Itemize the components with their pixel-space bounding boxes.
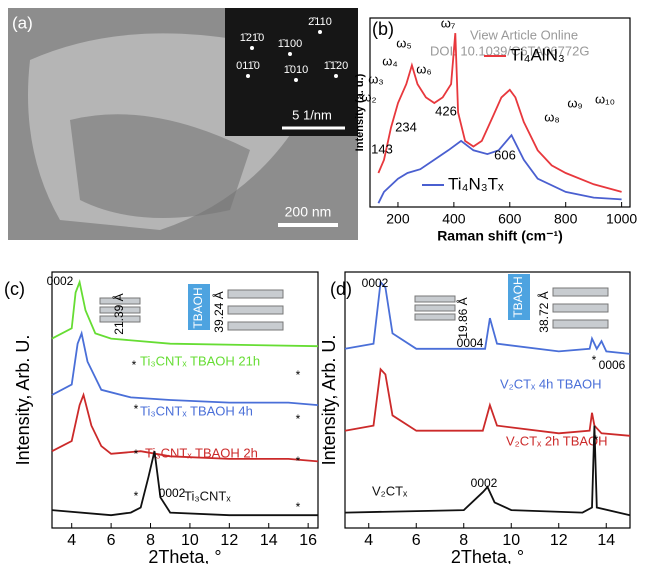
x-tick-label: 600 <box>498 211 522 227</box>
x-axis-label: 2Theta, ° <box>148 547 221 564</box>
annotation: 0006 <box>599 358 626 372</box>
x-tick-label: 800 <box>554 211 578 227</box>
panel-label: (b) <box>372 19 394 39</box>
annotation: TBAOH <box>511 276 525 317</box>
scale-label: 200 nm <box>285 204 332 220</box>
series-label: Ti₄AlN₃ <box>510 45 565 64</box>
annotation: * <box>592 353 597 367</box>
diffraction-spot <box>294 78 298 82</box>
annotation: ω₁₀ <box>595 91 615 106</box>
x-tick-label: 6 <box>412 532 421 549</box>
diffraction-spot <box>318 30 322 34</box>
x-tick-label: 12 <box>550 532 568 549</box>
x-tick-label: 14 <box>260 532 278 549</box>
annotation: TBAOH <box>191 287 205 328</box>
panel-label: (a) <box>12 13 33 32</box>
annotation: ω₄ <box>382 53 397 68</box>
spot-label: 1̄100 <box>278 38 302 50</box>
series-label: Ti₄N₃Tₓ <box>448 174 504 193</box>
spot-label: 1̄1̄20 <box>324 60 348 72</box>
spot-label: 2̄110 <box>308 16 332 28</box>
series-label: Ti₃CNTₓ TBAOH 2h <box>145 445 258 460</box>
spot-label: 011̄0 <box>236 60 260 72</box>
series-label: V₂CTₓ 4h TBAOH <box>500 376 602 391</box>
annotation: 0002 <box>471 476 498 490</box>
annotation: * <box>134 489 139 503</box>
diffraction-spot <box>334 74 338 78</box>
x-tick-label: 12 <box>220 532 238 549</box>
x-axis-label: Raman shift (cm⁻¹) <box>437 228 563 244</box>
annotation: ω₅ <box>396 35 411 50</box>
series-line <box>52 451 318 515</box>
x-tick-label: 4 <box>67 532 76 549</box>
annotation: ω₂ <box>361 89 376 104</box>
diffraction-spot <box>250 46 254 50</box>
annotation: 19.86 Å <box>455 297 470 338</box>
annotation: 39.24 Å <box>211 291 226 332</box>
y-axis-label: Intensity, Arb. U. <box>13 335 33 466</box>
annotation: 234 <box>395 119 417 134</box>
annotation: 0004 <box>457 336 484 350</box>
annotation: * <box>296 454 301 468</box>
spot-label: 1̄21̄0 <box>240 32 264 44</box>
series-label: V₂CTₓ <box>372 483 408 498</box>
diffraction-spot <box>246 74 250 78</box>
panel-label: (c) <box>4 279 25 299</box>
series-label: V₂CTₓ 2h TBAOH <box>506 433 608 448</box>
x-tick-label: 1000 <box>606 211 637 227</box>
annotation: * <box>132 358 137 372</box>
annotation: * <box>296 412 301 426</box>
series-label: Ti₃CNTₓ TBAOH 4h <box>140 403 253 418</box>
annotation: * <box>296 500 301 514</box>
x-tick-label: 400 <box>442 211 466 227</box>
x-axis-label: 2Theta, ° <box>451 547 524 564</box>
series-label: Ti₃CNTₓ <box>184 488 231 503</box>
y-axis-label: Intensity (a. u.) <box>354 73 366 151</box>
panel-label: (d) <box>330 279 352 299</box>
inset-scale-label: 5 1/nm <box>292 107 332 122</box>
annotation: 0002 <box>362 276 389 290</box>
x-tick-label: 6 <box>107 532 116 549</box>
annotation: 38.72 Å <box>536 291 551 332</box>
x-tick-label: 14 <box>597 532 615 549</box>
annotation: * <box>296 368 301 382</box>
annotation: ω₃ <box>368 71 383 86</box>
annotation: * <box>594 433 599 447</box>
annotation: * <box>134 402 139 416</box>
y-axis-label: Intensity, Arb. U. <box>319 335 339 466</box>
x-tick-label: 200 <box>386 211 410 227</box>
diffraction-spot <box>288 52 292 56</box>
annotation: 21.39 Å <box>111 293 126 334</box>
view-article-link[interactable]: View Article Online <box>470 27 578 42</box>
figure: (a) 200 nm 5 1/nm View Article Online DO… <box>0 0 656 564</box>
spot-label: 1̄010 <box>284 64 308 76</box>
annotation: 426 <box>435 103 457 118</box>
annotation: ω₇ <box>441 15 456 30</box>
annotation: 0002 <box>159 486 186 500</box>
annotation: 0002 <box>47 274 74 288</box>
x-tick-label: 4 <box>364 532 373 549</box>
x-tick-label: 16 <box>299 532 317 549</box>
annotation: * <box>134 447 139 461</box>
annotation: ω₉ <box>567 95 582 110</box>
series-label: Ti₃CNTₓ TBAOH 21h <box>140 353 260 368</box>
annotation: 606 <box>494 147 516 162</box>
annotation: ω₆ <box>416 61 431 76</box>
annotation: ω₈ <box>544 109 560 124</box>
annotation: 143 <box>371 141 393 156</box>
